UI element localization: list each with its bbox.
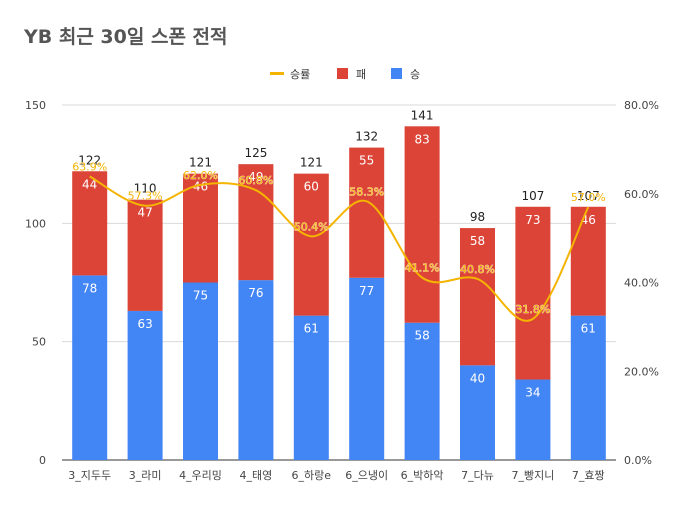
bar-loss-label: 47 — [137, 206, 152, 220]
bar-total-label: 121 — [300, 156, 323, 170]
y2-tick-label: 80.0% — [624, 99, 659, 112]
bar-loss-label: 73 — [525, 213, 540, 227]
win-rate-line — [89, 175, 590, 322]
bar-win-label: 34 — [525, 386, 540, 400]
bar-loss-label: 83 — [414, 132, 429, 146]
chart-title: YB 최근 30일 스폰 전적 — [24, 26, 228, 48]
y2-tick-label: 60.0% — [624, 188, 659, 201]
bar-total-label: 107 — [577, 189, 600, 203]
bar-loss — [570, 206, 606, 316]
bar-win — [515, 379, 551, 460]
y2-tick-label: 40.0% — [624, 277, 659, 290]
bar-loss-label: 44 — [82, 177, 97, 191]
bar-win — [570, 315, 606, 460]
win-rate-label: 60.8% — [238, 174, 273, 187]
y-tick-label: 150 — [25, 99, 46, 112]
legend-label: 승률 — [290, 68, 310, 81]
win-rate-label: 63.9% — [72, 160, 107, 173]
bar-loss — [515, 206, 551, 380]
y-tick-label: 50 — [32, 336, 46, 349]
bar-total-label: 122 — [78, 153, 101, 167]
bar-loss — [293, 173, 329, 316]
x-tick-label: 4_우리밍 — [179, 469, 222, 482]
bar-loss-label: 46 — [193, 180, 208, 194]
bar-loss-label: 49 — [248, 170, 263, 184]
bar-total-label: 121 — [189, 156, 212, 170]
bar-win — [183, 282, 218, 460]
win-rate-label: 40.8% — [460, 263, 495, 276]
bar-win — [293, 315, 329, 460]
bar-win — [460, 365, 495, 460]
x-tick-label: 7_다뉴 — [461, 469, 494, 482]
x-tick-label: 7_빵지니 — [511, 469, 554, 482]
legend-label: 패 — [356, 68, 366, 81]
win-rate-label: 58.3% — [349, 185, 384, 198]
bar-win-label: 58 — [414, 329, 429, 343]
bar-win — [349, 277, 385, 460]
legend-label: 승 — [410, 68, 420, 81]
bar-win — [238, 280, 274, 460]
bar-total-label: 110 — [134, 182, 157, 196]
bar-loss — [460, 228, 495, 366]
legend-swatch-box — [391, 68, 402, 79]
win-rate-label: 57.0% — [571, 191, 606, 204]
bar-win-label: 61 — [581, 322, 596, 336]
x-tick-label: 3_지두두 — [68, 469, 111, 482]
bar-loss — [238, 164, 274, 281]
legend-swatch-line — [270, 72, 284, 75]
bar-loss — [404, 126, 440, 323]
bar-loss-label: 55 — [359, 154, 374, 168]
bar-loss-label: 60 — [304, 180, 319, 194]
win-rate-label: 31.8% — [515, 303, 550, 316]
x-tick-label: 6_박하악 — [401, 468, 444, 482]
y2-tick-label: 0.0% — [624, 454, 652, 467]
x-tick-label: 3_라미 — [129, 469, 162, 482]
bar-win-label: 78 — [82, 281, 97, 295]
bar-win-label: 76 — [248, 286, 263, 300]
bar-win-label: 77 — [359, 284, 374, 298]
y-tick-label: 100 — [25, 217, 46, 230]
bar-win-label: 61 — [304, 322, 319, 336]
bar-win-label: 40 — [470, 371, 485, 385]
win-rate-label: 50.4% — [294, 220, 329, 233]
bar-loss — [127, 199, 163, 311]
legend-swatch-box — [337, 68, 348, 79]
bar-loss — [72, 171, 108, 276]
bar-win — [404, 322, 440, 460]
bar-total-label: 132 — [355, 130, 378, 144]
bar-win — [72, 275, 108, 460]
x-tick-label: 4_태영 — [240, 469, 273, 482]
win-rate-label: 62.0% — [183, 169, 218, 182]
bar-total-label: 107 — [521, 189, 544, 203]
bar-win-label: 63 — [137, 317, 152, 331]
y2-tick-label: 20.0% — [624, 365, 659, 378]
bar-loss — [183, 173, 218, 283]
x-tick-label: 6_하랑e — [292, 468, 332, 482]
y-tick-label: 0 — [39, 454, 46, 467]
bar-total-label: 141 — [411, 108, 434, 122]
x-tick-label: 6_으냉이 — [345, 469, 388, 482]
win-rate-label: 41.1% — [405, 262, 440, 275]
bar-total-label: 98 — [470, 210, 485, 224]
win-rate-label: 57.3% — [128, 190, 163, 203]
bar-total-label: 125 — [244, 146, 267, 160]
bar-win-label: 75 — [193, 289, 208, 303]
x-tick-label: 7_효짱 — [572, 469, 605, 482]
bar-win — [127, 310, 163, 460]
bar-loss-label: 58 — [470, 234, 485, 248]
